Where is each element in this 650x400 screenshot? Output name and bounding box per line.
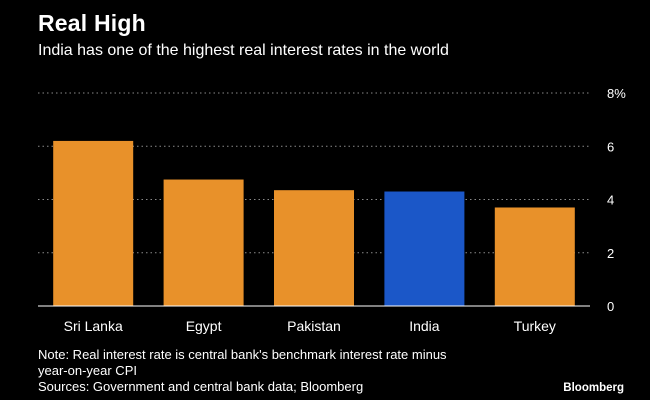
y-tick-label-2: 2 (607, 246, 614, 261)
note-line-2: year-on-year CPI (38, 363, 137, 378)
chart-title: Real High (38, 10, 146, 36)
x-tick-label-egypt: Egypt (186, 318, 222, 334)
x-tick-label-pakistan: Pakistan (287, 318, 341, 334)
y-tick-label-6: 6 (607, 139, 614, 154)
y-tick-label-0: 0 (607, 299, 614, 314)
y-tick-label-4: 4 (607, 193, 614, 208)
bar-turkey (494, 207, 575, 306)
x-tick-label-sri-lanka: Sri Lanka (64, 318, 123, 334)
y-tick-label-8: 8% (607, 86, 626, 101)
chart-notes: Note: Real interest rate is central bank… (38, 347, 447, 395)
chart-subtitle: India has one of the highest real intere… (38, 42, 449, 59)
bar-pakistan (274, 190, 354, 306)
x-tick-label-turkey: Turkey (514, 318, 556, 334)
bloomberg-logo: Bloomberg (563, 382, 624, 394)
note-line-1: Note: Real interest rate is central bank… (38, 347, 447, 362)
bar-sri-lanka (53, 140, 134, 306)
bar-india (384, 191, 465, 306)
x-tick-label-india: India (409, 318, 440, 334)
sources-line: Sources: Government and central bank dat… (38, 379, 364, 394)
bar-egypt (163, 179, 244, 306)
